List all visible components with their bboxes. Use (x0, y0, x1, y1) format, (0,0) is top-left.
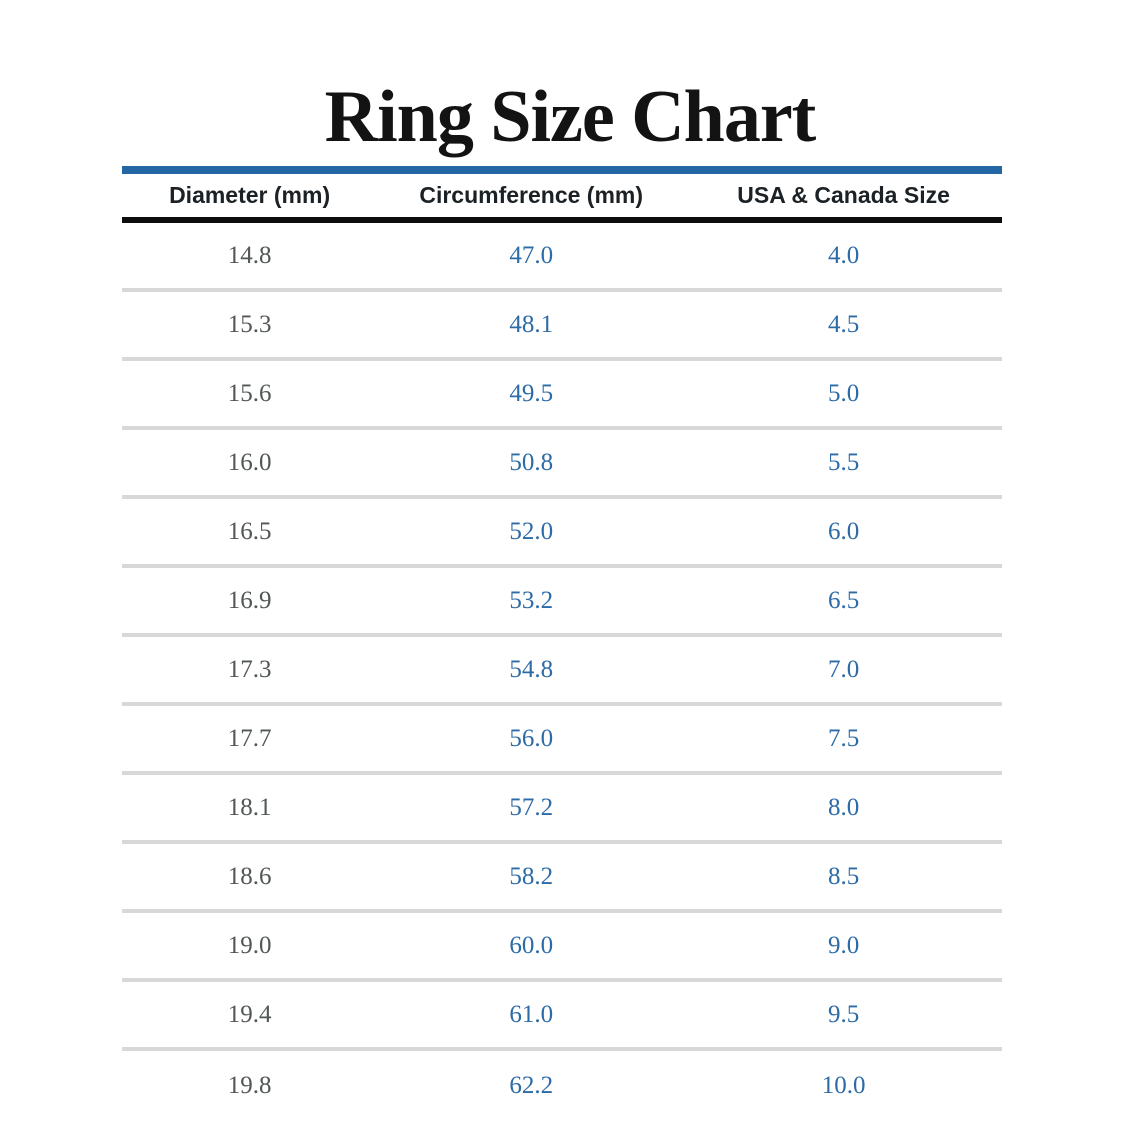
table-row: 16.5 52.0 6.0 (122, 499, 1002, 568)
size-cell: 8.0 (827, 793, 860, 821)
table-header-row: Diameter (mm) Circumference (mm) USA & C… (122, 174, 1002, 217)
circumference-cell: 53.2 (509, 586, 554, 614)
chart-table: Diameter (mm) Circumference (mm) USA & C… (122, 166, 1002, 1120)
circumference-cell: 61.0 (509, 1000, 554, 1028)
diameter-cell: 14.8 (227, 241, 272, 269)
table-row: 14.8 47.0 4.0 (122, 223, 1002, 292)
table-body: 14.8 47.0 4.0 15.3 48.1 4.5 15.6 49.5 5.… (122, 223, 1002, 1120)
circumference-cell: 62.2 (509, 1071, 554, 1099)
table-row: 15.3 48.1 4.5 (122, 292, 1002, 361)
size-cell: 9.5 (827, 1000, 860, 1028)
table-row: 17.3 54.8 7.0 (122, 637, 1002, 706)
diameter-cell: 19.4 (227, 1000, 272, 1028)
size-cell: 10.0 (821, 1071, 866, 1099)
circumference-cell: 56.0 (509, 724, 554, 752)
size-cell: 8.5 (827, 862, 860, 890)
circumference-cell: 57.2 (509, 793, 554, 821)
column-header-diameter: Diameter (mm) (169, 182, 331, 208)
size-cell: 5.5 (827, 448, 860, 476)
table-row: 19.0 60.0 9.0 (122, 913, 1002, 982)
table-row: 19.4 61.0 9.5 (122, 982, 1002, 1051)
size-cell: 6.0 (827, 517, 860, 545)
size-cell: 6.5 (827, 586, 860, 614)
diameter-cell: 18.6 (227, 862, 272, 890)
column-header-usa-canada-size: USA & Canada Size (737, 182, 950, 208)
circumference-cell: 60.0 (509, 931, 554, 959)
size-cell: 9.0 (827, 931, 860, 959)
size-cell: 7.5 (827, 724, 860, 752)
circumference-cell: 58.2 (509, 862, 554, 890)
circumference-cell: 52.0 (509, 517, 554, 545)
table-row: 18.6 58.2 8.5 (122, 844, 1002, 913)
table-row: 17.7 56.0 7.5 (122, 706, 1002, 775)
table-row: 16.9 53.2 6.5 (122, 568, 1002, 637)
diameter-cell: 18.1 (227, 793, 272, 821)
size-cell: 4.0 (827, 241, 860, 269)
circumference-cell: 50.8 (509, 448, 554, 476)
diameter-cell: 16.0 (227, 448, 272, 476)
page-title: Ring Size Chart (324, 76, 817, 158)
title-underline-rule (122, 166, 1002, 174)
circumference-cell: 54.8 (509, 655, 554, 683)
diameter-cell: 17.3 (227, 655, 272, 683)
diameter-cell: 15.6 (227, 379, 272, 407)
diameter-cell: 16.5 (227, 517, 272, 545)
diameter-cell: 17.7 (227, 724, 272, 752)
table-row: 15.6 49.5 5.0 (122, 361, 1002, 430)
column-header-circumference: Circumference (mm) (419, 182, 644, 208)
size-cell: 4.5 (827, 310, 860, 338)
diameter-cell: 19.8 (227, 1071, 272, 1099)
diameter-cell: 19.0 (227, 931, 272, 959)
diameter-cell: 16.9 (227, 586, 272, 614)
diameter-cell: 15.3 (227, 310, 272, 338)
size-cell: 7.0 (827, 655, 860, 683)
circumference-cell: 48.1 (509, 310, 554, 338)
circumference-cell: 49.5 (509, 379, 554, 407)
table-row: 18.1 57.2 8.0 (122, 775, 1002, 844)
table-row: 19.8 62.2 10.0 (122, 1051, 1002, 1120)
table-row: 16.0 50.8 5.5 (122, 430, 1002, 499)
size-cell: 5.0 (827, 379, 860, 407)
header-underline-rule (122, 217, 1002, 223)
circumference-cell: 47.0 (509, 241, 554, 269)
